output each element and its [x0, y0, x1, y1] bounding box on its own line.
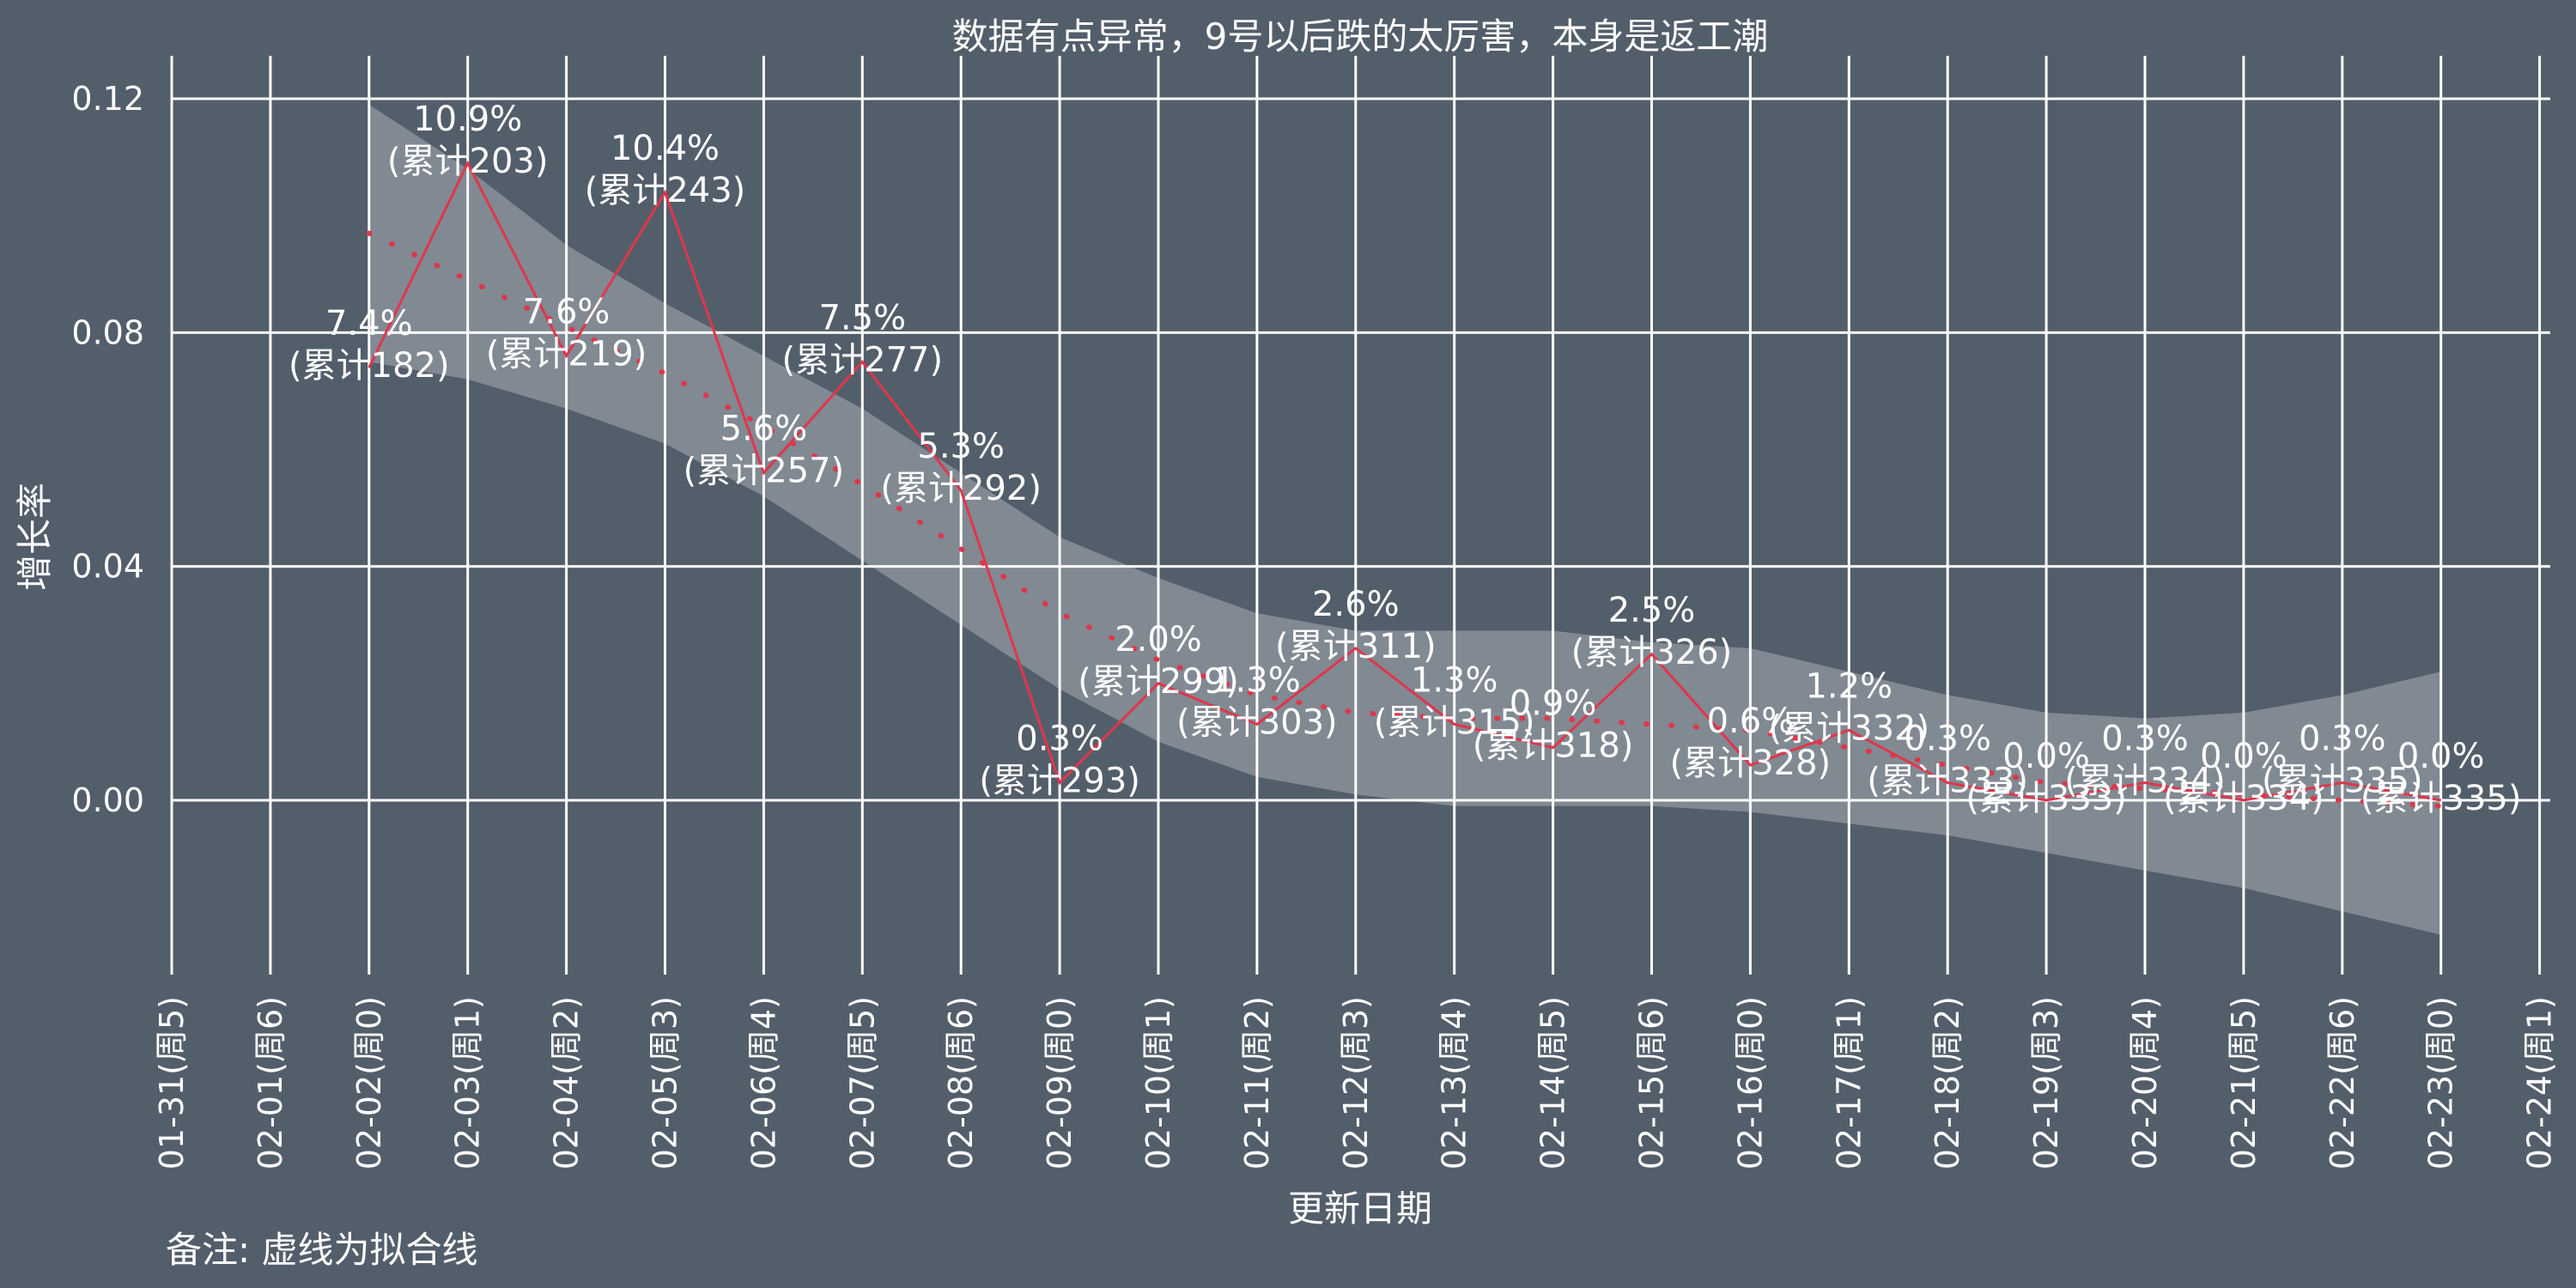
- x-tick-label: 02-23(周0): [2422, 996, 2460, 1170]
- data-label-pct: 1.3%: [1411, 660, 1498, 700]
- x-tick-label: 02-12(周3): [1337, 996, 1375, 1170]
- x-tick-label: 02-18(周2): [1929, 996, 1966, 1170]
- x-tick-label: 02-02(周0): [350, 996, 388, 1170]
- x-axis-title: 更新日期: [1288, 1188, 1432, 1230]
- data-label-cum: (累计311): [1275, 627, 1437, 666]
- x-tick-label: 02-07(周5): [843, 996, 881, 1170]
- x-tick-label: 02-16(周0): [1731, 996, 1769, 1170]
- data-label-cum: (累计243): [585, 171, 746, 210]
- data-label-cum: (累计315): [1374, 702, 1535, 742]
- x-tick-label: 02-20(周4): [2126, 996, 2164, 1170]
- chart-title: 数据有点异常，9号以后跌的太厉害，本身是返工潮: [952, 15, 1769, 58]
- y-tick-label: 0.12: [71, 80, 144, 118]
- x-tick-label: 02-10(周1): [1139, 996, 1177, 1170]
- grid-layer: [170, 56, 2550, 975]
- data-label-pct: 7.6%: [523, 293, 611, 332]
- data-label-pct: 0.9%: [1510, 684, 1597, 724]
- data-label-pct: 10.9%: [413, 100, 522, 139]
- x-tick-label: 02-15(周6): [1633, 996, 1671, 1170]
- data-label-pct: 7.5%: [818, 298, 906, 337]
- y-tick-layer: 0.00 0.04 0.08 0.12: [71, 80, 144, 819]
- data-label-pct: 10.4%: [611, 129, 720, 168]
- data-label-pct: 1.3%: [1213, 660, 1301, 700]
- data-label-pct: 1.2%: [1805, 666, 1893, 706]
- confidence-band: [368, 104, 2441, 935]
- data-label-pct: 2.5%: [1608, 591, 1696, 630]
- data-label-cum: (累计333): [1867, 762, 2028, 801]
- data-label-pct: 0.0%: [2200, 737, 2287, 776]
- data-label-cum: (累计257): [683, 452, 845, 491]
- data-label-cum: (累计318): [1473, 726, 1634, 766]
- data-label-pct: 5.6%: [720, 410, 808, 449]
- data-label-pct: 5.3%: [917, 427, 1005, 466]
- data-label-cum: (累计335): [2262, 762, 2423, 801]
- x-tick-label: 02-03(周1): [449, 996, 487, 1170]
- confidence-band-layer: [368, 104, 2441, 935]
- data-label-pct: 0.3%: [1016, 720, 1103, 759]
- data-label-pct: 0.3%: [1904, 720, 1991, 759]
- chart-note: 备注: 虚线为拟合线: [166, 1229, 478, 1271]
- data-label-pct: 2.6%: [1312, 585, 1400, 624]
- x-tick-label: 02-06(周4): [744, 996, 782, 1170]
- x-tick-label: 02-17(周1): [1830, 996, 1868, 1170]
- y-tick-label: 0.04: [71, 548, 144, 586]
- x-tick-label: 02-21(周5): [2225, 996, 2263, 1170]
- data-label-cum: (累计328): [1670, 744, 1832, 783]
- data-label-cum: (累计303): [1176, 702, 1338, 742]
- data-label-cum: (累计292): [880, 469, 1042, 508]
- data-label-pct: 2.0%: [1115, 620, 1202, 659]
- x-tick-label: 02-04(周2): [548, 996, 586, 1170]
- data-label-pct: 0.0%: [2002, 737, 2090, 776]
- y-tick-label: 0.08: [71, 313, 144, 351]
- y-axis-title: 增长率: [14, 483, 56, 591]
- data-label-pct: 0.6%: [1707, 702, 1795, 741]
- data-label-cum: (累计332): [1769, 708, 1930, 748]
- x-tick-label: 02-09(周0): [1041, 996, 1078, 1170]
- data-label-cum: (累计299): [1078, 662, 1239, 702]
- data-label-cum: (累计203): [387, 142, 549, 181]
- data-label-cum: (累计333): [1965, 779, 2127, 818]
- x-tick-label: 02-19(周3): [2027, 996, 2065, 1170]
- data-label-layer: 7.4%(累计182)10.9%(累计203)7.6%(累计219)10.4%(…: [289, 100, 2521, 818]
- data-label-cum: (累计326): [1571, 633, 1733, 672]
- x-tick-layer: 01-31(周5) 02-01(周6) 02-02(周0) 02-03(周1) 02-0…: [153, 996, 2559, 1170]
- series-line: [368, 160, 2441, 802]
- data-label-cum: (累计293): [979, 762, 1140, 801]
- x-tick-label: 02-11(周2): [1238, 996, 1276, 1170]
- data-label-cum: (累计334): [2064, 762, 2226, 801]
- data-label-cum: (累计277): [782, 340, 944, 380]
- data-label-pct: 0.3%: [2299, 720, 2386, 759]
- series-line-layer: [368, 160, 2441, 802]
- data-label-cum: (累计182): [289, 346, 450, 386]
- data-label-cum: (累计334): [2163, 779, 2324, 818]
- x-tick-label: 02-08(周6): [942, 996, 980, 1170]
- data-label-cum: (累计335): [2360, 779, 2522, 818]
- x-tick-label: 02-22(周6): [2324, 996, 2361, 1170]
- data-label-pct: 0.3%: [2101, 720, 2189, 759]
- data-label-pct: 7.4%: [325, 304, 413, 343]
- data-label-cum: (累计219): [486, 335, 647, 374]
- x-tick-label: 02-13(周4): [1436, 996, 1473, 1170]
- y-tick-label: 0.00: [71, 781, 144, 819]
- data-label-pct: 0.0%: [2397, 737, 2485, 776]
- x-tick-label: 01-31(周5): [153, 996, 191, 1170]
- x-tick-label: 02-01(周6): [252, 996, 289, 1170]
- x-tick-label: 02-24(周1): [2521, 996, 2559, 1170]
- x-tick-label: 02-05(周3): [647, 996, 684, 1170]
- x-tick-label: 02-14(周5): [1534, 996, 1572, 1170]
